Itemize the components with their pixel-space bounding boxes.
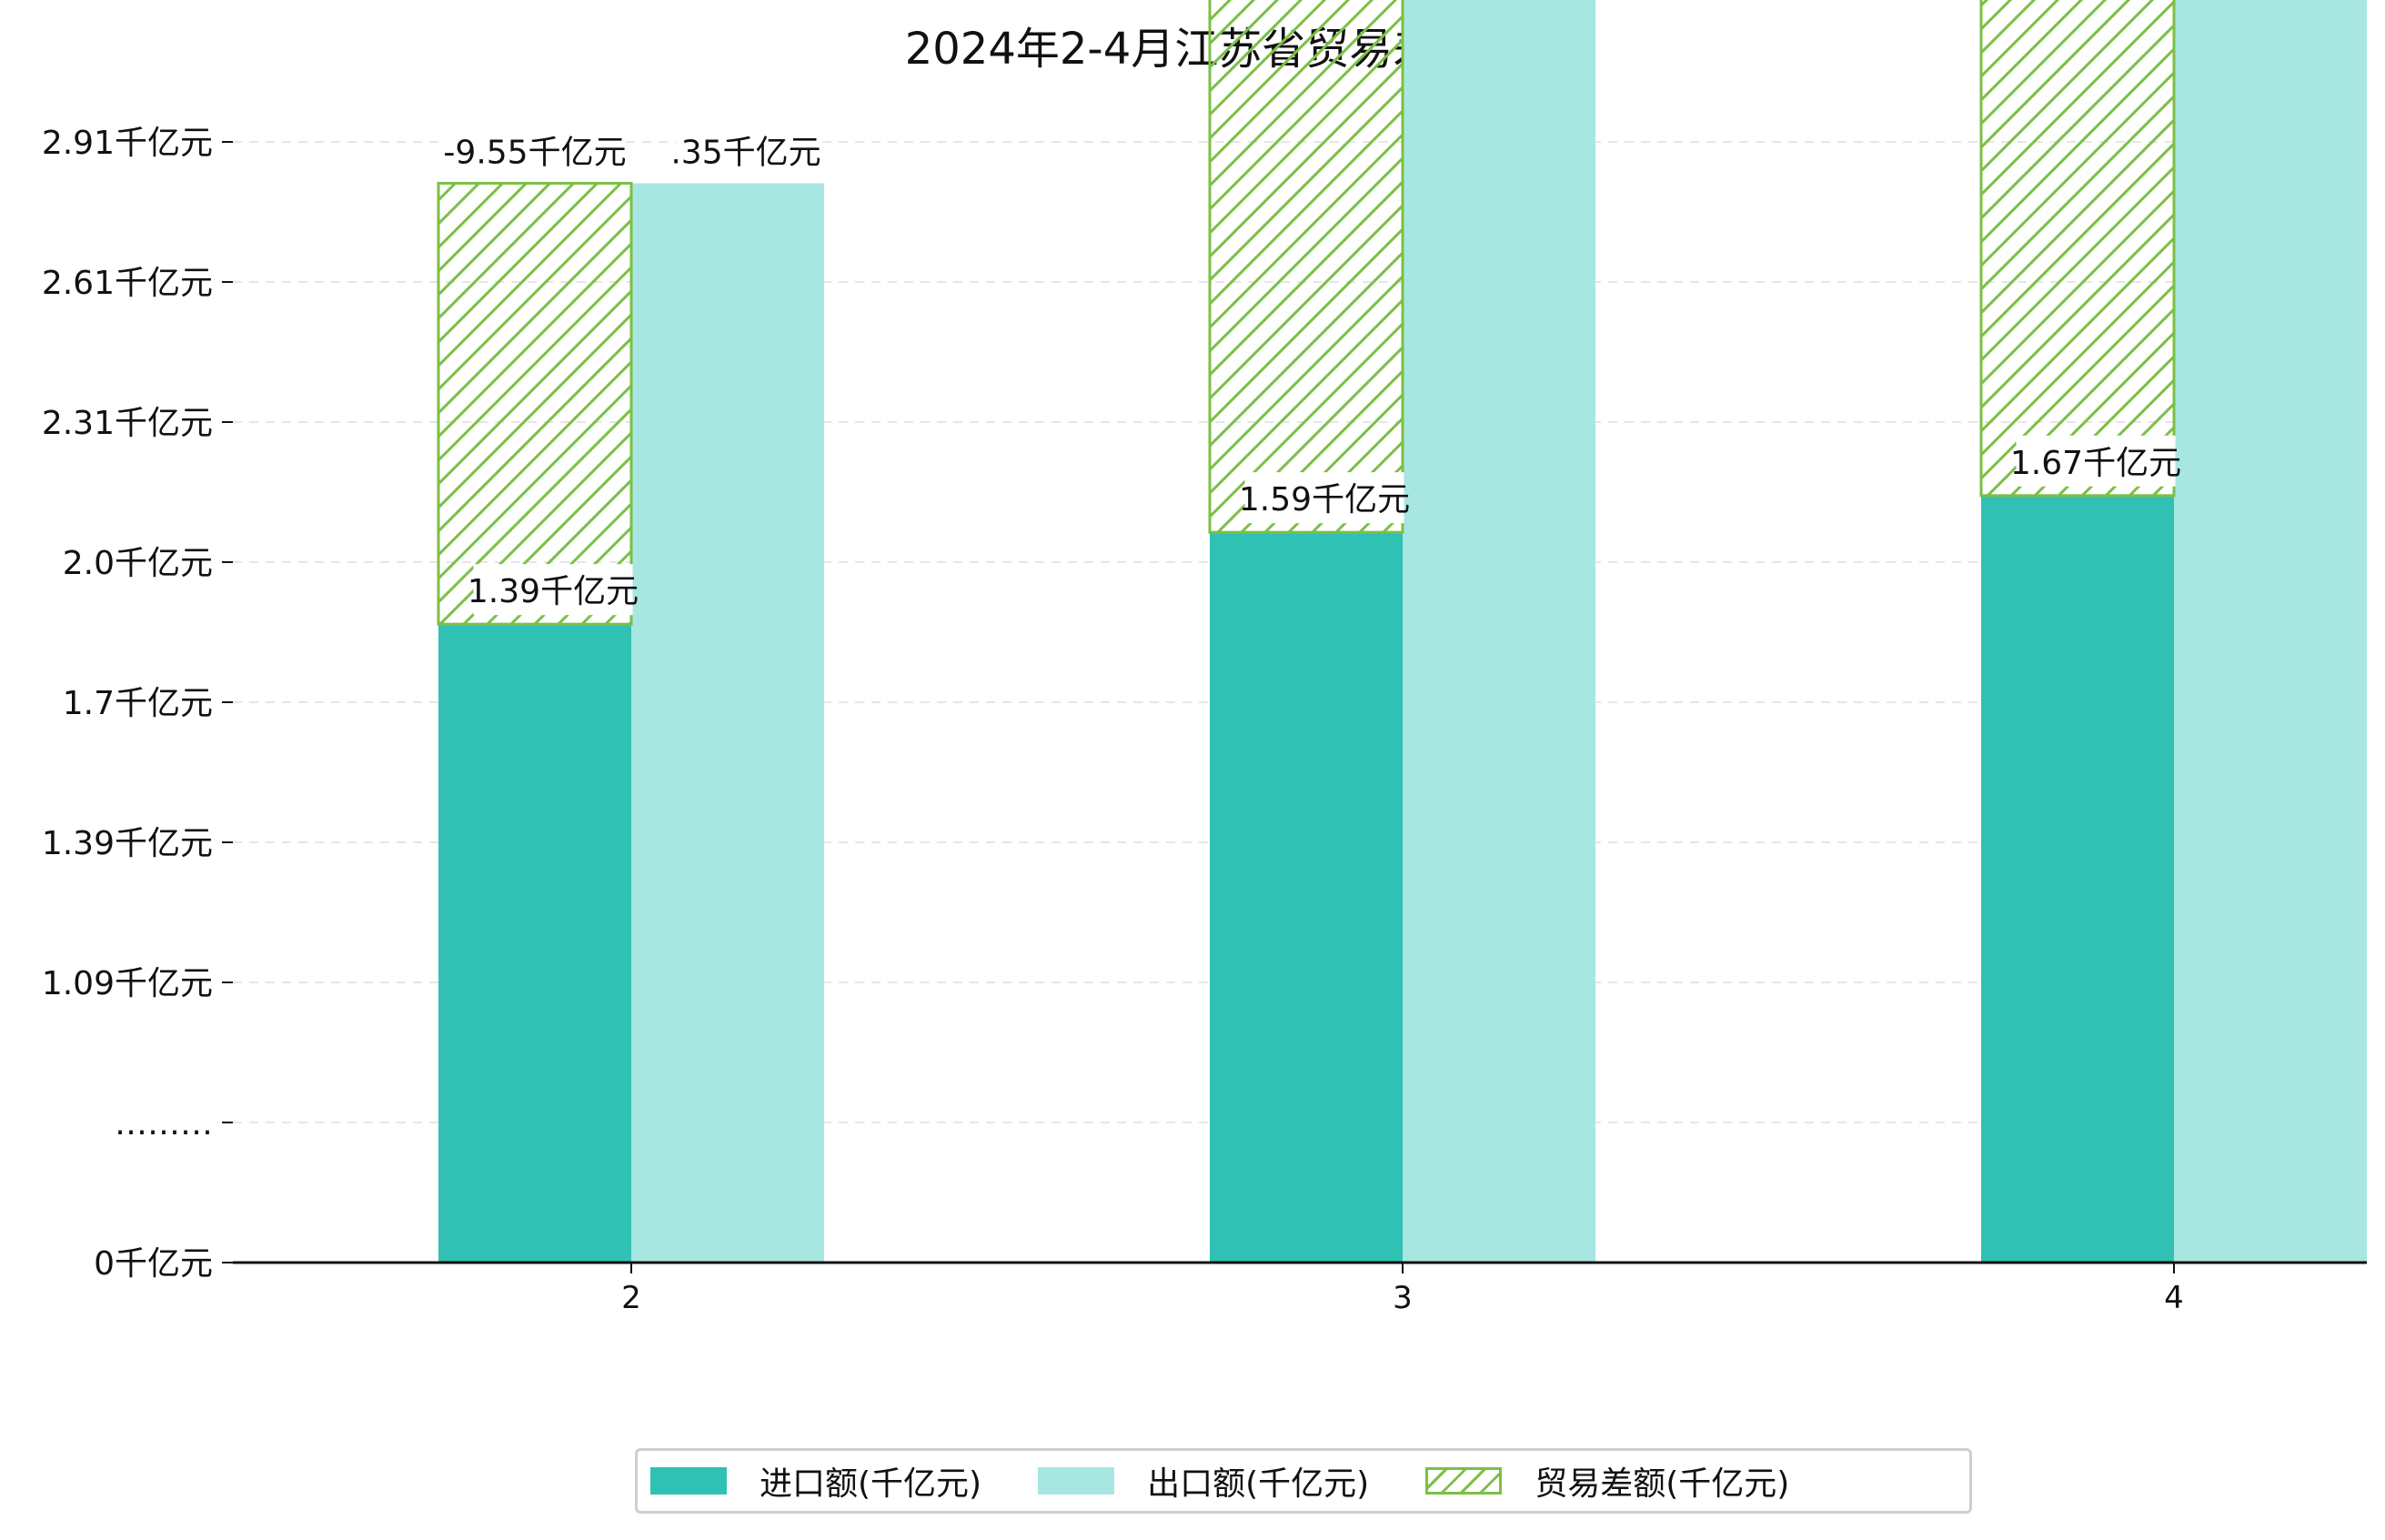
x-tick-label: 3: [1393, 1280, 1413, 1316]
y-tick-label: 2.31千亿元: [42, 405, 213, 442]
import-label: 1.39千亿元: [468, 573, 639, 610]
legend-swatch-trade-balance: [1425, 1467, 1503, 1495]
export-bar: [2174, 0, 2367, 1263]
import-label-bg: [1244, 472, 1404, 524]
y-tick-label: 1.09千亿元: [42, 965, 213, 1002]
import-bar: [1981, 495, 2174, 1263]
export-bar: [1403, 0, 1595, 1263]
y-tick-label: 1.39千亿元: [42, 825, 213, 862]
import-label-bg: [473, 564, 633, 616]
import-label: 1.67千亿元: [2010, 445, 2181, 482]
trade-balance-bar: [1208, 0, 1404, 534]
x-tick-label: 2: [621, 1280, 641, 1316]
legend-item-import: 进口额(千亿元): [650, 1457, 981, 1505]
import-label-bg: [2016, 435, 2176, 487]
x-tick-label: 4: [2164, 1280, 2184, 1316]
y-tick-label: 0千亿元: [94, 1245, 213, 1283]
trade-balance-label: -9.55千亿元: [443, 134, 626, 171]
export-label: .35千亿元: [670, 134, 820, 171]
legend-swatch-import: [650, 1467, 727, 1495]
trade-balance-bar: [1979, 0, 2176, 498]
y-tick-label: 1.7千亿元: [63, 685, 213, 722]
export-bar: [631, 183, 824, 1263]
legend-item-export: 出口额(千亿元): [1038, 1457, 1369, 1505]
legend-swatch-export: [1038, 1467, 1115, 1495]
y-tick-label: 2.91千亿元: [42, 125, 213, 162]
axes: 0千亿元 ……… 1.09千亿元 1.39千亿元 1.7千亿元 2.0千亿元 2.31千亿元…: [42, 125, 2367, 1316]
legend-label-import: 进口额(千亿元): [760, 1465, 982, 1503]
import-label: 1.59千亿元: [1239, 481, 1410, 518]
y-tick-label: 2.61千亿元: [42, 265, 213, 302]
bars: [437, 0, 2367, 1263]
import-bar: [1210, 532, 1403, 1263]
legend-item-trade-balance: 贸易差额(千亿元): [1425, 1457, 1789, 1505]
y-tick-label: ………: [115, 1105, 213, 1142]
data-labels: -9.55千亿元.35千亿元1.39千亿元-12.84千亿元88千亿元1.59千…: [443, 125, 2181, 616]
import-bar: [438, 624, 631, 1263]
export-label-bg: [676, 125, 816, 176]
chart-legend: 进口额(千亿元) 出口额(千亿元) 贸易差额(千亿元): [635, 1448, 1972, 1514]
legend-label-export: 出口额(千亿元): [1147, 1465, 1370, 1503]
y-tick-label: 2.0千亿元: [63, 545, 213, 582]
trade-balance-label-bg: [446, 125, 624, 176]
trade-balance-bar: [437, 181, 633, 626]
legend-label-trade-balance: 贸易差额(千亿元): [1535, 1465, 1790, 1503]
